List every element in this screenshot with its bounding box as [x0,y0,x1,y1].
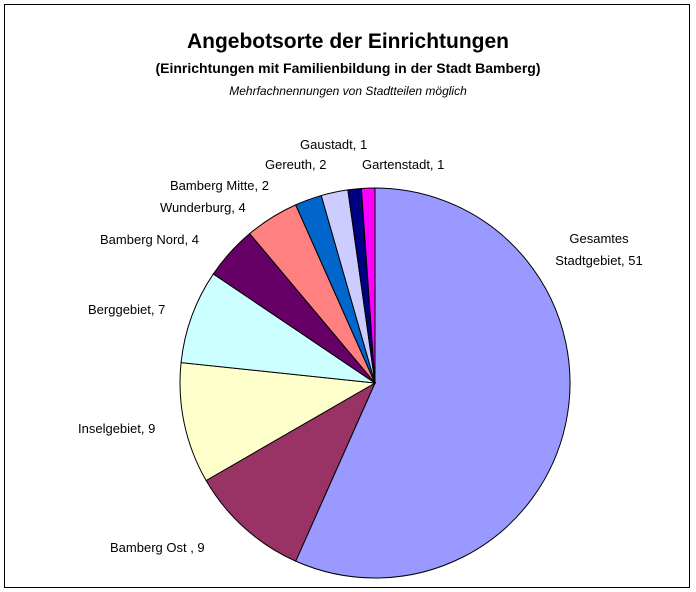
slice-label: Berggebiet, 7 [88,302,166,317]
chart-subtitle: (Einrichtungen mit Familienbildung in de… [155,60,541,76]
slice-label: Gereuth, 2 [265,157,327,172]
pie-slice [179,362,377,482]
slice-label: Wunderburg, 4 [160,200,246,215]
pie-slice [180,273,376,384]
pie-slice [360,187,376,384]
slice-label: Bamberg Ost , 9 [110,540,205,555]
slice-label: Bamberg Nord, 4 [100,232,199,247]
slice-label: Inselgebiet, 9 [78,421,156,436]
slice-label: Gesamtes Stadtgebiet, 51 [555,231,643,268]
slice-label: Gartenstadt, 1 [362,157,445,172]
chart-note: Mehrfachnennungen von Stadtteilen möglic… [229,84,467,98]
slice-label: Gaustadt, 1 [300,137,368,152]
chart-title: Angebotsorte der Einrichtungen [186,30,509,53]
chart-frame [4,4,690,588]
pie-slice [205,381,377,562]
slice-label: Bamberg Mitte, 2 [170,178,269,193]
pie-slice [295,187,571,579]
